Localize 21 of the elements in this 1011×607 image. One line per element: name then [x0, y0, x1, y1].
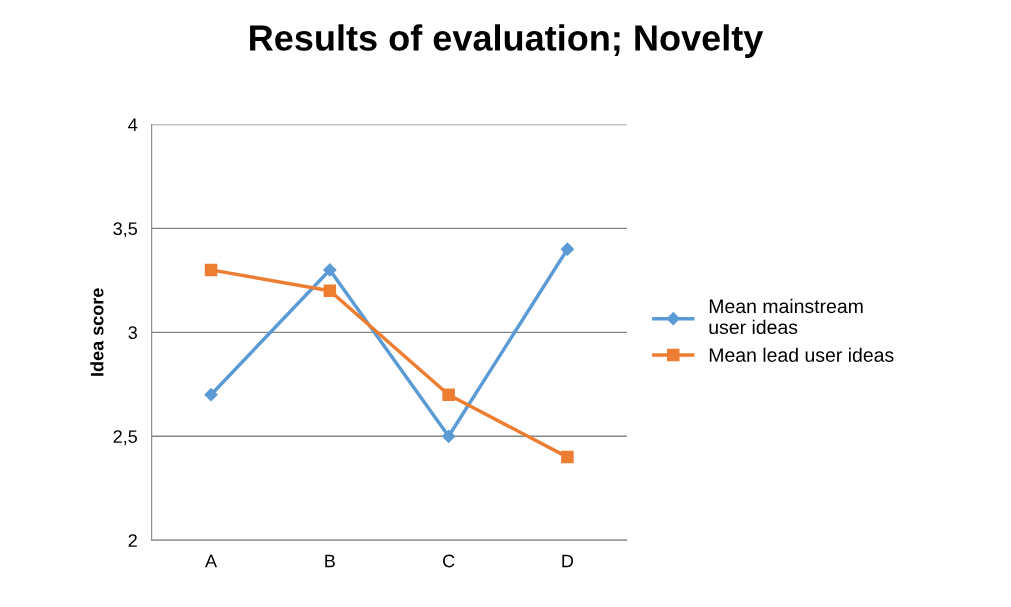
- chart-title: Results of evaluation; Novelty: [250, 24, 764, 58]
- y-tick-label: 3: [128, 326, 137, 340]
- y-tick-label: 2: [128, 534, 137, 547]
- point: [561, 450, 574, 464]
- x-tick-label: A: [205, 554, 218, 568]
- point: [204, 388, 218, 402]
- legend-label: Mean mainstream user ideas: [709, 298, 863, 335]
- legend-label: Mean lead user ideas: [709, 347, 894, 362]
- point: [323, 263, 337, 277]
- point: [442, 388, 455, 401]
- y-axis-title: Idea score: [90, 288, 104, 376]
- y-tick-label: 3,5: [113, 222, 138, 238]
- x-tick-label: D: [562, 554, 574, 568]
- x-tick-label: B: [325, 554, 335, 568]
- y-tick-label: 4: [128, 118, 138, 131]
- y-tick-label: 2,5: [113, 430, 138, 446]
- point: [560, 242, 575, 256]
- point: [323, 284, 337, 298]
- point: [442, 429, 456, 443]
- x-tick-label: C: [443, 554, 455, 568]
- point: [204, 263, 218, 277]
